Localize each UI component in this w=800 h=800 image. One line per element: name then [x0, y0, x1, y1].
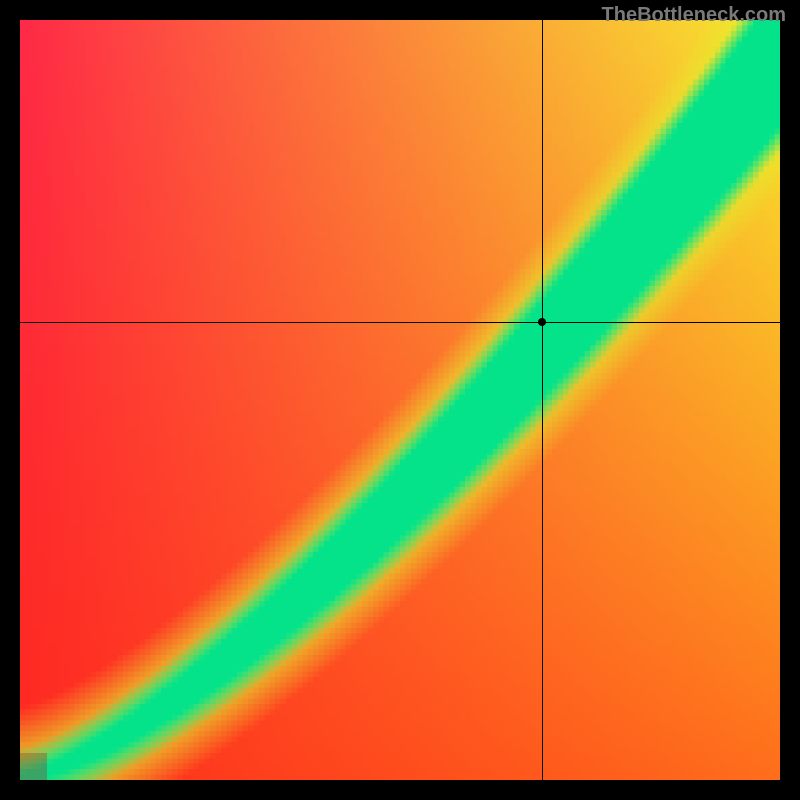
crosshair-marker — [538, 318, 546, 326]
frame-left — [0, 0, 20, 800]
bottleneck-heatmap — [20, 20, 780, 780]
frame-right — [780, 0, 800, 800]
frame-bottom — [0, 780, 800, 800]
crosshair-horizontal — [20, 322, 780, 323]
crosshair-vertical — [542, 20, 543, 780]
watermark-text: TheBottleneck.com — [602, 4, 786, 27]
